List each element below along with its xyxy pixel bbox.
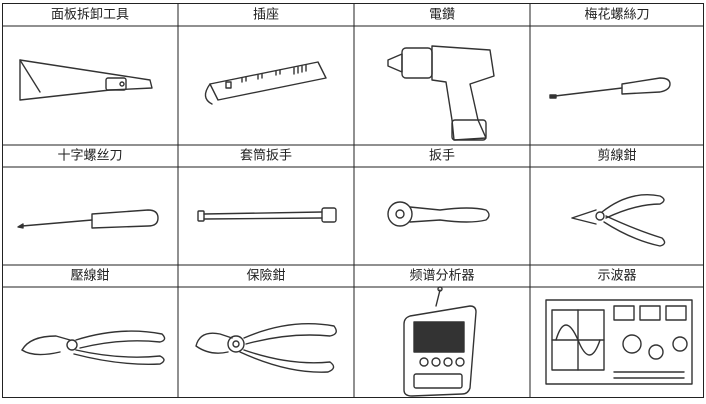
tool-label: 壓線鉗	[70, 268, 109, 284]
tool-label: 十字螺丝刀	[57, 149, 122, 164]
panel-tool-icon	[19, 59, 153, 101]
oscilloscope-icon	[545, 299, 693, 385]
drill-icon	[387, 45, 495, 141]
tool-label: 示波器	[597, 269, 636, 284]
tool-label: 保險鉗	[246, 268, 285, 284]
ratchet-icon	[387, 201, 490, 227]
grid	[2, 3, 704, 398]
slip-joint-pliers-icon	[195, 323, 337, 373]
torx-screwdriver-icon	[549, 77, 671, 99]
tool-label: 扳手	[429, 148, 455, 164]
tool-label: 剪線鉗	[597, 148, 636, 164]
tool-label: 频谱分析器	[409, 269, 474, 284]
power-strip-icon	[204, 61, 327, 105]
tool-label: 套筒扳手	[240, 148, 292, 164]
tool-label: 梅花螺絲刀	[584, 7, 649, 23]
tool-label: 插座	[253, 8, 279, 23]
labels: 面板拆卸工具 插座 電鑽 梅花螺絲刀 十字螺丝刀 套筒扳手 扳手 剪線鉗 壓線鉗…	[51, 7, 650, 284]
tool-label: 面板拆卸工具	[51, 7, 129, 23]
spectrum-analyzer-icon	[403, 286, 477, 397]
socket-bar-icon	[197, 207, 337, 223]
phillips-screwdriver-icon	[17, 209, 159, 229]
crimping-pliers-icon	[21, 330, 166, 365]
cutting-pliers-icon	[571, 194, 666, 247]
tool-label: 電鑽	[429, 7, 455, 23]
